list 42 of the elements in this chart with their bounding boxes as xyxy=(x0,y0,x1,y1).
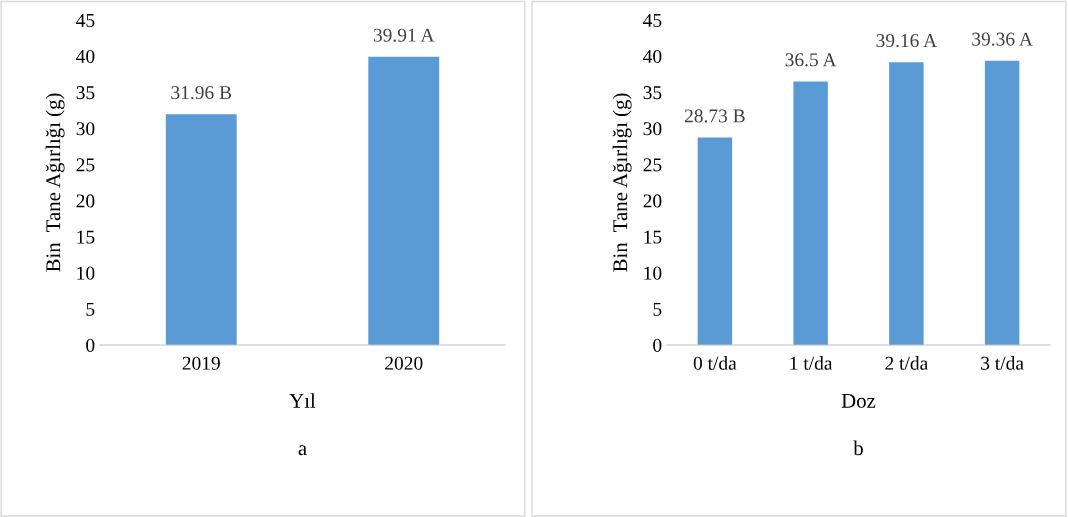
text: a xyxy=(298,445,307,456)
bar xyxy=(697,137,733,345)
x-axis-title: Doz xyxy=(841,394,876,408)
x-tick-label: 2019 xyxy=(182,356,220,370)
y-tick-label: 15 xyxy=(644,230,662,244)
y-tick-label: 45 xyxy=(76,13,95,27)
y-tick-label: 30 xyxy=(76,122,95,136)
y-axis-title: Bin Tane Ağırlığı (g) xyxy=(612,93,632,272)
y-tick-label: 20 xyxy=(76,194,95,208)
y-tick-label: 35 xyxy=(643,86,662,100)
y-tick-label: 40 xyxy=(76,49,95,64)
y-tick-label: 25 xyxy=(76,158,95,172)
bar xyxy=(889,62,924,345)
y-tick-label: 45 xyxy=(643,13,662,27)
y-tick-label: 15 xyxy=(77,230,95,244)
data-label: 36.5 A xyxy=(785,53,837,67)
y-tick-label: 5 xyxy=(86,302,95,316)
y-axis-title: Bin Tane Ağırlığı (g) xyxy=(45,93,65,272)
x-axis-title: Yıl xyxy=(289,393,316,408)
x-tick-label: 2020 xyxy=(385,356,423,370)
data-label: 31.96 B xyxy=(171,86,232,100)
y-tick-label: 10 xyxy=(644,266,662,280)
x-tick-label: 1 t/da xyxy=(790,356,833,370)
y-tick-label: 10 xyxy=(77,266,95,280)
data-label: 39.36 A xyxy=(972,32,1033,46)
y-tick-label: 0 xyxy=(86,338,95,352)
y-tick-label: 0 xyxy=(653,338,662,352)
x-tick-label: 3 t/da xyxy=(981,356,1024,370)
y-tick-label: 5 xyxy=(653,302,662,316)
data-label: 39.91 A xyxy=(373,28,435,42)
x-tick-label: 0 t/da xyxy=(693,356,737,370)
y-tick-label: 35 xyxy=(76,86,95,100)
text: b xyxy=(853,440,863,456)
bar xyxy=(984,60,1020,345)
bar xyxy=(793,81,828,345)
data-label: 39.16 A xyxy=(876,34,938,48)
y-tick-label: 25 xyxy=(643,158,662,172)
x-tick-label: 2 t/da xyxy=(885,356,928,370)
y-tick-label: 20 xyxy=(643,194,662,208)
y-tick-label: 30 xyxy=(643,122,662,136)
y-tick-label: 40 xyxy=(643,49,662,64)
data-label: 28.73 B xyxy=(684,109,745,123)
